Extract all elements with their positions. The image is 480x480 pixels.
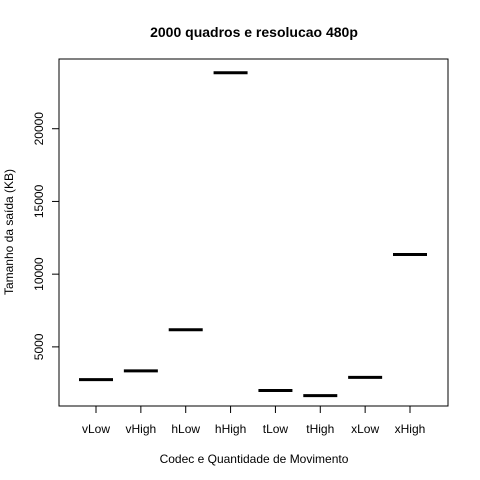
x-tick-label: vLow: [82, 422, 110, 436]
y-tick-label: 20000: [32, 112, 46, 146]
y-tick-label: 10000: [32, 257, 46, 291]
x-tick-label: tLow: [263, 422, 289, 436]
x-tick-label: hHigh: [215, 422, 246, 436]
x-axis-label: Codec e Quantidade de Movimento: [160, 452, 349, 466]
y-tick-label: 5000: [32, 333, 46, 360]
y-axis-label: Tamanho da saída (KB): [2, 169, 16, 295]
x-tick-label: xLow: [351, 422, 379, 436]
plot-frame: [58, 58, 449, 407]
y-axis: 5000 10000 15000 20000: [32, 112, 60, 360]
x-tick-label: xHigh: [395, 422, 426, 436]
x-tick-label: hLow: [171, 422, 200, 436]
x-tick-label: vHigh: [126, 422, 157, 436]
x-tick-label: tHigh: [306, 422, 334, 436]
median-lines: [79, 71, 427, 398]
chart-title: 2000 quadros e resolucao 480p: [150, 24, 358, 40]
x-axis: vLow vHigh hLow hHigh tLow tHigh xLow xHigh: [82, 405, 426, 436]
y-tick-label: 15000: [32, 184, 46, 218]
